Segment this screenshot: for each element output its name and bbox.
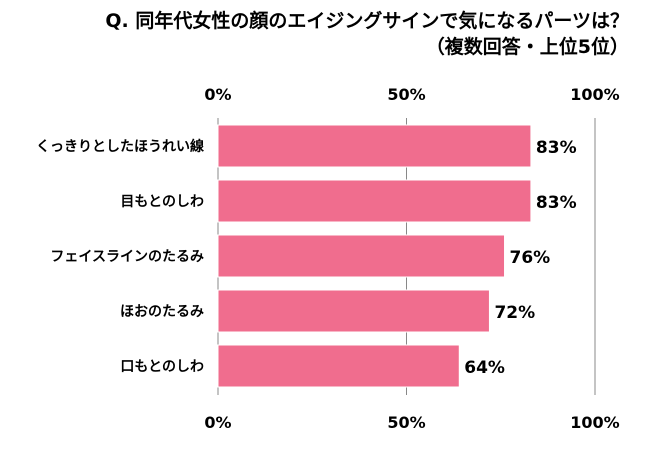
tick-label-bottom: 0% xyxy=(204,413,231,432)
value-label: 76% xyxy=(510,248,551,268)
chart-subtitle: （複数回答・上位5位） xyxy=(425,36,629,58)
tick-label-top: 50% xyxy=(387,85,425,104)
bar xyxy=(217,124,532,168)
value-label: 64% xyxy=(464,358,505,378)
category-label: 目もとのしわ xyxy=(120,194,204,210)
bar xyxy=(217,344,460,388)
value-labels: 83% 83% 76% 72% 64% xyxy=(464,138,576,378)
chart-title: Q. 同年代女性の顔のエイジングサインで気になるパーツは？ xyxy=(105,10,629,32)
bar xyxy=(217,289,490,333)
bar xyxy=(217,179,532,223)
tick-label-top: 100% xyxy=(570,85,619,104)
bottom-axis-tick-labels: 0% 50% 100% xyxy=(204,413,619,432)
bars xyxy=(217,124,532,388)
tick-label-bottom: 100% xyxy=(570,413,619,432)
value-label: 83% xyxy=(536,193,577,213)
category-label: ほおのたるみ xyxy=(120,304,204,320)
value-label: 72% xyxy=(494,303,535,323)
value-label: 83% xyxy=(536,138,577,158)
top-axis-tick-labels: 0% 50% 100% xyxy=(204,85,619,104)
bar xyxy=(217,234,506,278)
category-label: くっきりとしたほうれい線 xyxy=(36,138,204,155)
category-label: フェイスラインのたるみ xyxy=(50,249,204,265)
category-labels: くっきりとしたほうれい線目もとのしわフェイスラインのたるみほおのたるみ口もとのし… xyxy=(36,138,204,375)
category-label: 口もとのしわ xyxy=(120,359,204,375)
tick-label-bottom: 50% xyxy=(387,413,425,432)
tick-label-top: 0% xyxy=(204,85,231,104)
